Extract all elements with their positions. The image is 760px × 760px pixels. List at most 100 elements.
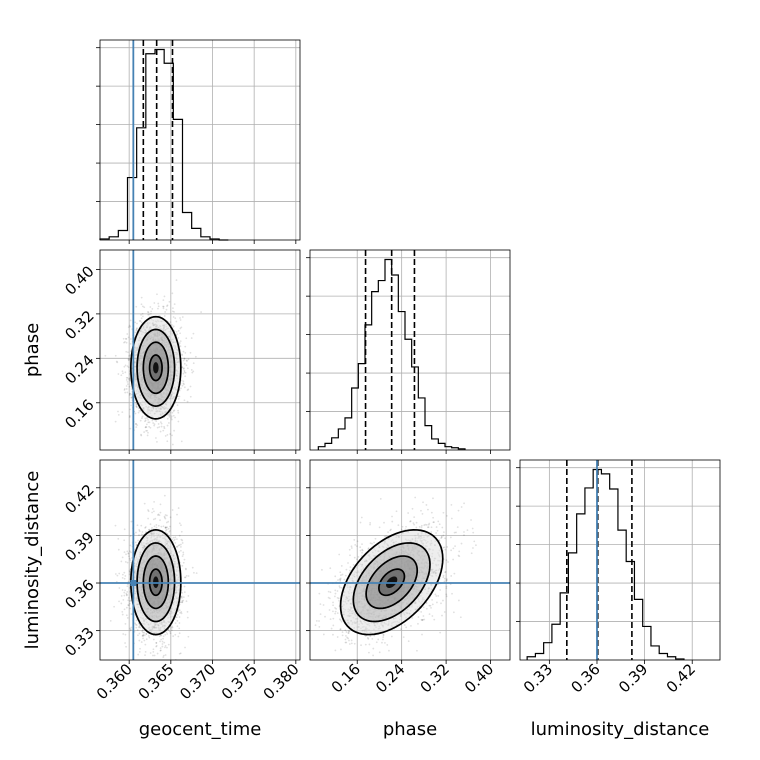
- sample-point: [168, 414, 171, 417]
- x-tick-label: 0.375: [218, 660, 261, 703]
- sample-point: [179, 319, 182, 321]
- sample-point: [167, 643, 170, 646]
- sample-point: [121, 573, 124, 576]
- sample-point: [181, 599, 184, 602]
- panel-frame: [99, 39, 301, 241]
- sample-point: [177, 398, 180, 400]
- sample-point: [171, 292, 174, 295]
- sample-point: [181, 597, 183, 599]
- sample-point: [184, 351, 187, 354]
- sample-point: [157, 307, 159, 310]
- sample-point: [172, 316, 175, 318]
- sample-point: [125, 594, 128, 597]
- sample-point: [175, 545, 178, 548]
- sample-point: [138, 626, 140, 629]
- sample-point: [166, 646, 168, 649]
- y-tick-label: 0.32: [61, 307, 97, 343]
- sample-point: [125, 376, 128, 379]
- sample-point: [176, 625, 179, 628]
- sample-point: [164, 633, 167, 636]
- sample-point: [180, 440, 183, 443]
- sample-point: [156, 652, 159, 655]
- sample-point: [179, 611, 181, 614]
- sample-point: [182, 553, 185, 556]
- sample-point: [171, 625, 174, 628]
- sample-point: [129, 319, 132, 322]
- sample-point: [187, 635, 190, 638]
- sample-point: [120, 560, 123, 563]
- sample-point: [128, 324, 131, 327]
- sample-point: [181, 354, 183, 357]
- sample-point: [147, 313, 150, 316]
- sample-point: [126, 585, 129, 588]
- sample-point: [165, 631, 168, 634]
- sample-point: [168, 630, 171, 633]
- sample-point: [180, 530, 183, 533]
- sample-point: [183, 371, 186, 373]
- sample-point: [127, 552, 130, 555]
- sample-point: [128, 573, 131, 576]
- sample-point: [180, 538, 183, 541]
- sample-point: [127, 555, 130, 558]
- sample-point: [189, 385, 192, 388]
- sample-point: [159, 649, 162, 652]
- sample-point: [180, 612, 183, 615]
- sample-point: [128, 392, 131, 395]
- sample-point: [147, 635, 150, 637]
- sample-point: [129, 544, 132, 547]
- sample-point: [142, 633, 145, 636]
- sample-point: [137, 634, 139, 637]
- sample-point: [178, 342, 181, 344]
- sample-point: [168, 415, 171, 418]
- sample-point: [168, 531, 171, 533]
- sample-point: [168, 422, 170, 424]
- sample-point: [181, 542, 184, 544]
- panel-2d-geocent-time-phase: 0.160.240.320.40: [61, 249, 301, 476]
- sample-point: [125, 350, 128, 353]
- sample-point: [183, 362, 186, 365]
- sample-point: [136, 327, 138, 330]
- sample-point: [177, 409, 179, 412]
- sample-point: [124, 341, 126, 343]
- sample-point: [121, 576, 124, 579]
- sample-point: [141, 415, 144, 418]
- sample-point: [135, 624, 138, 626]
- sample-point: [145, 423, 148, 426]
- sample-point: [138, 639, 141, 642]
- sample-point: [159, 430, 162, 433]
- sample-point: [183, 386, 186, 389]
- sample-point: [143, 639, 146, 642]
- sample-point: [141, 417, 143, 420]
- sample-point: [136, 474, 138, 476]
- sample-point: [127, 358, 130, 361]
- sample-point: [182, 551, 185, 554]
- sample-point: [162, 307, 165, 310]
- sample-point: [124, 642, 126, 644]
- sample-point: [127, 599, 130, 602]
- sample-point: [158, 514, 161, 517]
- x-tick-label: 0.36: [567, 660, 603, 696]
- sample-point: [145, 638, 148, 641]
- sample-point: [153, 424, 156, 427]
- sample-point: [121, 613, 124, 616]
- sample-point: [183, 558, 186, 561]
- sample-point: [124, 575, 127, 577]
- sample-point: [190, 337, 193, 339]
- sample-point: [129, 599, 132, 602]
- sample-point: [185, 568, 187, 571]
- sample-point: [164, 311, 167, 313]
- sample-point: [124, 391, 127, 394]
- sample-point: [142, 634, 145, 637]
- sample-point: [177, 544, 180, 547]
- sample-point: [186, 389, 189, 392]
- sample-point: [135, 544, 138, 547]
- sample-point: [183, 357, 186, 360]
- sample-point: [169, 632, 172, 635]
- sample-point: [156, 293, 158, 296]
- sample-point: [171, 626, 174, 629]
- sample-point: [182, 380, 185, 383]
- y-tick-label: 0.42: [61, 481, 97, 517]
- sample-point: [159, 634, 162, 637]
- sample-point: [185, 359, 188, 362]
- sample-point: [160, 525, 163, 528]
